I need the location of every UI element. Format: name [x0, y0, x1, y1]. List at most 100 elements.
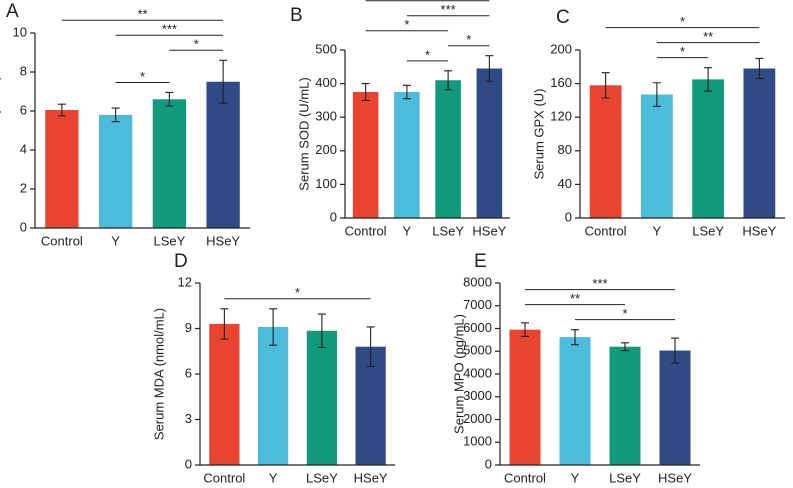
y-tick-label: 0: [485, 456, 492, 471]
x-tick-label: HSeY: [472, 223, 506, 238]
y-tick-label: 160: [550, 75, 572, 90]
error-bar: [444, 70, 453, 91]
y-tick-label: 6000: [463, 320, 492, 335]
significance-label: **: [137, 7, 147, 22]
error-bar: [621, 342, 629, 352]
panel: E Serum MPO (pg/mL) 0 1000 2000 3000 4000 5000 6…: [451, 251, 700, 485]
y-tick-label: 6: [20, 102, 27, 117]
error-bar: [601, 72, 610, 99]
error-bar: [220, 308, 229, 340]
y-tick-label: 4000: [463, 365, 492, 380]
significance-label: **: [703, 29, 713, 44]
error-bar: [361, 83, 370, 101]
error-bar: [485, 55, 494, 82]
x-tick-label: LSeY: [609, 470, 641, 485]
error-bar: [704, 67, 713, 92]
bar: [306, 330, 337, 465]
bar: [209, 323, 240, 465]
error-bar: [571, 329, 579, 346]
y-tick-label: 5000: [463, 343, 492, 358]
x-tick-label: Y: [403, 223, 412, 238]
x-tick-label: HSeY: [742, 223, 776, 238]
x-tick-label: LSeY: [692, 223, 724, 238]
y-tick-label: 80: [558, 142, 572, 157]
y-tick-label: 200: [550, 41, 572, 56]
error-bar: [317, 313, 326, 349]
axes: [579, 50, 785, 219]
significance-label: *: [194, 37, 199, 52]
error-bar: [521, 322, 529, 338]
y-tick-label: 40: [558, 176, 572, 191]
bar: [640, 94, 673, 218]
significance-label: *: [622, 306, 627, 321]
x-tick-label: Y: [571, 470, 580, 485]
axes: [34, 33, 250, 229]
y-tick-label: 2: [20, 180, 27, 195]
y-tick-label: 3000: [463, 388, 492, 403]
panel: B Serum SOD (U/mL) 0 100 200 300 400 500 Control…: [290, 0, 510, 238]
y-tick-label: 3: [185, 411, 192, 426]
y-tick-label: 0: [565, 209, 572, 224]
bar: [509, 329, 541, 465]
y-tick-label: 300: [315, 109, 337, 124]
significance-label: *: [404, 17, 409, 32]
y-tick-label: 6: [185, 365, 192, 380]
bar: [206, 81, 240, 228]
x-tick-label: Control: [345, 223, 387, 238]
panel: C Serum GPX (U) 0 40 80 120 160 200 Control Y LSeY…: [531, 7, 785, 238]
y-tick-label: 0: [330, 209, 337, 224]
panel: D Serum MDA (nmol/mL) 0 3 6 9 12 Control Y LSeY HS…: [151, 251, 395, 485]
significance-label: *: [680, 14, 685, 29]
y-tick-label: 7000: [463, 297, 492, 312]
axes: [344, 50, 510, 219]
bar: [435, 80, 461, 219]
y-tick-label: 0: [185, 456, 192, 471]
error-bar: [269, 308, 278, 346]
error-bar: [755, 57, 764, 80]
y-axis-label: Serum GPX (U): [531, 88, 546, 179]
bar: [692, 79, 725, 219]
panel-label: A: [6, 1, 19, 22]
y-axis-label: Serum SOD (U/mL): [296, 77, 311, 190]
panel-label: D: [174, 251, 188, 272]
y-tick-label: 9: [185, 320, 192, 335]
x-tick-label: Y: [111, 233, 120, 248]
x-tick-label: Control: [504, 470, 546, 485]
x-tick-label: HSeY: [354, 470, 388, 485]
significance-label: *: [295, 285, 300, 300]
y-tick-label: 120: [550, 109, 572, 124]
bar: [609, 346, 641, 465]
significance-label: *: [680, 44, 685, 59]
x-tick-label: Y: [653, 223, 662, 238]
panel-label: C: [556, 7, 570, 28]
x-tick-label: LSeY: [153, 233, 185, 248]
error-bar: [165, 91, 174, 107]
bar: [352, 92, 379, 218]
y-axis-label: Serum MPO (pg/mL): [451, 314, 466, 434]
y-tick-label: 1000: [463, 434, 492, 449]
y-tick-label: 500: [315, 41, 337, 56]
x-tick-label: HSeY: [206, 233, 240, 248]
x-tick-label: LSeY: [432, 223, 464, 238]
error-bar: [57, 103, 66, 117]
bar: [743, 68, 776, 218]
x-tick-label: Control: [41, 233, 83, 248]
error-bar: [402, 84, 411, 100]
error-bar: [111, 107, 120, 123]
error-bar: [366, 326, 375, 367]
significance-label: *: [466, 32, 471, 47]
significance-label: ***: [420, 0, 435, 2]
x-tick-label: Y: [269, 470, 278, 485]
y-tick-label: 100: [315, 176, 337, 191]
error-bar: [652, 82, 661, 107]
bar: [45, 110, 79, 228]
x-tick-label: LSeY: [306, 470, 338, 485]
panel-label: B: [290, 5, 303, 26]
axes: [499, 283, 700, 466]
y-tick-label: 12: [178, 274, 192, 289]
significance-label: ***: [441, 2, 456, 17]
significance-label: *: [140, 69, 145, 84]
y-tick-label: 10: [13, 24, 27, 39]
bar: [589, 85, 622, 218]
